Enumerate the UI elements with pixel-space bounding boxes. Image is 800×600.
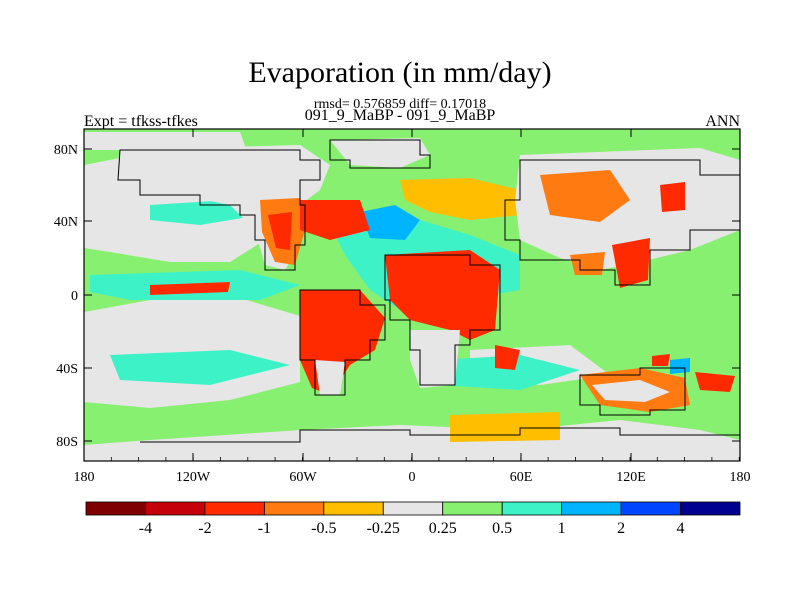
colorbar-label: -4	[139, 520, 152, 537]
lat-tick-label: 40N	[54, 215, 78, 230]
asia-negative	[540, 170, 630, 222]
lon-tick-label: 60E	[510, 470, 533, 485]
experiment-subtitle: 091_9_MaBP - 091_9_MaBP	[304, 107, 496, 124]
lon-tick-label: 0	[409, 470, 416, 485]
colorbar-label: -0.25	[367, 520, 400, 537]
europe-negative-core	[300, 200, 370, 240]
southern-africa	[410, 330, 460, 388]
pacific-blue-spot	[670, 358, 690, 374]
antarctica-negative	[450, 412, 560, 442]
antarctica	[84, 420, 740, 461]
colorbar-box	[501, 501, 563, 516]
lon-tick-label: 180	[730, 470, 751, 485]
north-america-negative-core	[268, 212, 292, 250]
map-title: Evaporation (in mm/day)	[248, 56, 552, 89]
colorbar-label: -2	[198, 520, 211, 537]
experiment-label: Expt = tfkss-tfkes	[84, 113, 198, 130]
statistics-line: rmsd= 0.576859 diff= 0.17018	[313, 97, 487, 112]
lon-tick-label: 120E	[616, 470, 646, 485]
far-east-negative	[660, 182, 685, 212]
colorbar-box	[85, 501, 146, 516]
colorbar-box	[204, 501, 265, 516]
longitude-ticks: 180 120W 60W 0 60E 120E 180	[74, 129, 751, 485]
colorbar-box	[620, 501, 681, 516]
lon-tick-label: 120W	[176, 470, 211, 485]
colorbar-label: 1	[558, 520, 566, 537]
colorbar-box	[145, 501, 206, 516]
australia-interior	[592, 380, 670, 402]
lat-tick-label: 80N	[54, 143, 78, 158]
colorbar-box	[382, 501, 444, 516]
colorbar-label: -1	[258, 520, 271, 537]
madagascar-negative	[495, 345, 520, 370]
colorbar-box	[323, 501, 384, 516]
greenland	[330, 138, 430, 168]
colorbar-label: 4	[677, 520, 685, 537]
season-label: ANN	[705, 113, 740, 130]
colorbar-box	[561, 501, 622, 516]
lat-tick-label: 0	[71, 289, 78, 304]
south-america-tip	[315, 360, 345, 395]
lat-tick-label: 80S	[56, 435, 78, 450]
latitude-ticks: 80N 40N 0 40S 80S	[54, 143, 740, 450]
colorbar: -4 -2 -1 -0.5 -0.25 0.25 0.5 1 2 4	[85, 501, 741, 537]
lon-tick-label: 180	[74, 470, 95, 485]
colorbar-label: 0.5	[492, 520, 512, 537]
new-zealand-red-spot	[652, 354, 670, 366]
lat-tick-label: 40S	[56, 362, 78, 377]
lon-tick-label: 60W	[289, 470, 317, 485]
southern-indian-cyan-band	[440, 355, 580, 390]
north-atlantic-blue-patch	[360, 205, 420, 240]
coastlines	[117, 139, 740, 443]
south-asia-negative	[570, 252, 605, 275]
pacific-red-spot	[150, 282, 230, 295]
southern-ocean-red-spot	[695, 372, 735, 392]
east-asia-negative	[612, 238, 650, 288]
map-field	[84, 129, 740, 461]
colorbar-label: -0.5	[311, 520, 336, 537]
colorbar-box	[680, 501, 741, 516]
europe	[400, 178, 520, 220]
colorbar-box	[442, 501, 503, 516]
colorbar-box	[263, 501, 325, 516]
colorbar-label: 0.25	[429, 520, 457, 537]
south-pacific-cyan-band	[110, 350, 290, 385]
africa	[385, 250, 500, 340]
colorbar-label: 2	[617, 520, 625, 537]
